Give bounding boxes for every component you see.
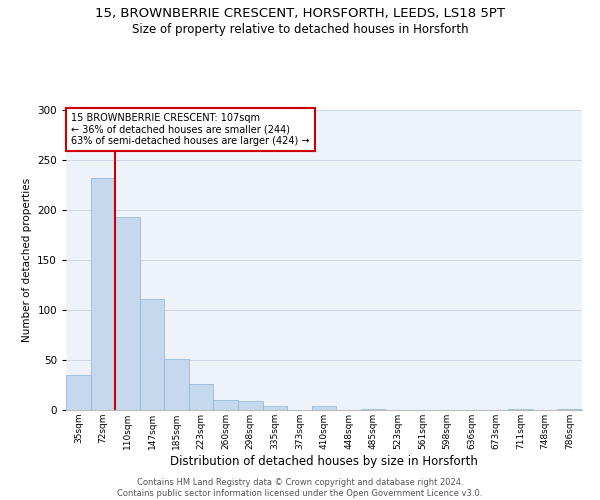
Y-axis label: Number of detached properties: Number of detached properties	[22, 178, 32, 342]
Bar	[263, 406, 287, 410]
Text: Size of property relative to detached houses in Horsforth: Size of property relative to detached ho…	[131, 22, 469, 36]
Bar	[66, 375, 91, 410]
Bar	[361, 409, 385, 410]
Text: 15 BROWNBERRIE CRESCENT: 107sqm
← 36% of detached houses are smaller (244)
63% o: 15 BROWNBERRIE CRESCENT: 107sqm ← 36% of…	[71, 113, 310, 146]
Bar	[164, 359, 189, 410]
Bar	[115, 217, 140, 410]
Bar	[91, 178, 115, 410]
Text: 15, BROWNBERRIE CRESCENT, HORSFORTH, LEEDS, LS18 5PT: 15, BROWNBERRIE CRESCENT, HORSFORTH, LEE…	[95, 8, 505, 20]
Bar	[238, 401, 263, 410]
Bar	[312, 406, 336, 410]
Bar	[140, 299, 164, 410]
Bar	[189, 384, 214, 410]
Text: Contains HM Land Registry data © Crown copyright and database right 2024.
Contai: Contains HM Land Registry data © Crown c…	[118, 478, 482, 498]
Bar	[214, 400, 238, 410]
Bar	[557, 409, 582, 410]
X-axis label: Distribution of detached houses by size in Horsforth: Distribution of detached houses by size …	[170, 454, 478, 468]
Bar	[508, 409, 533, 410]
